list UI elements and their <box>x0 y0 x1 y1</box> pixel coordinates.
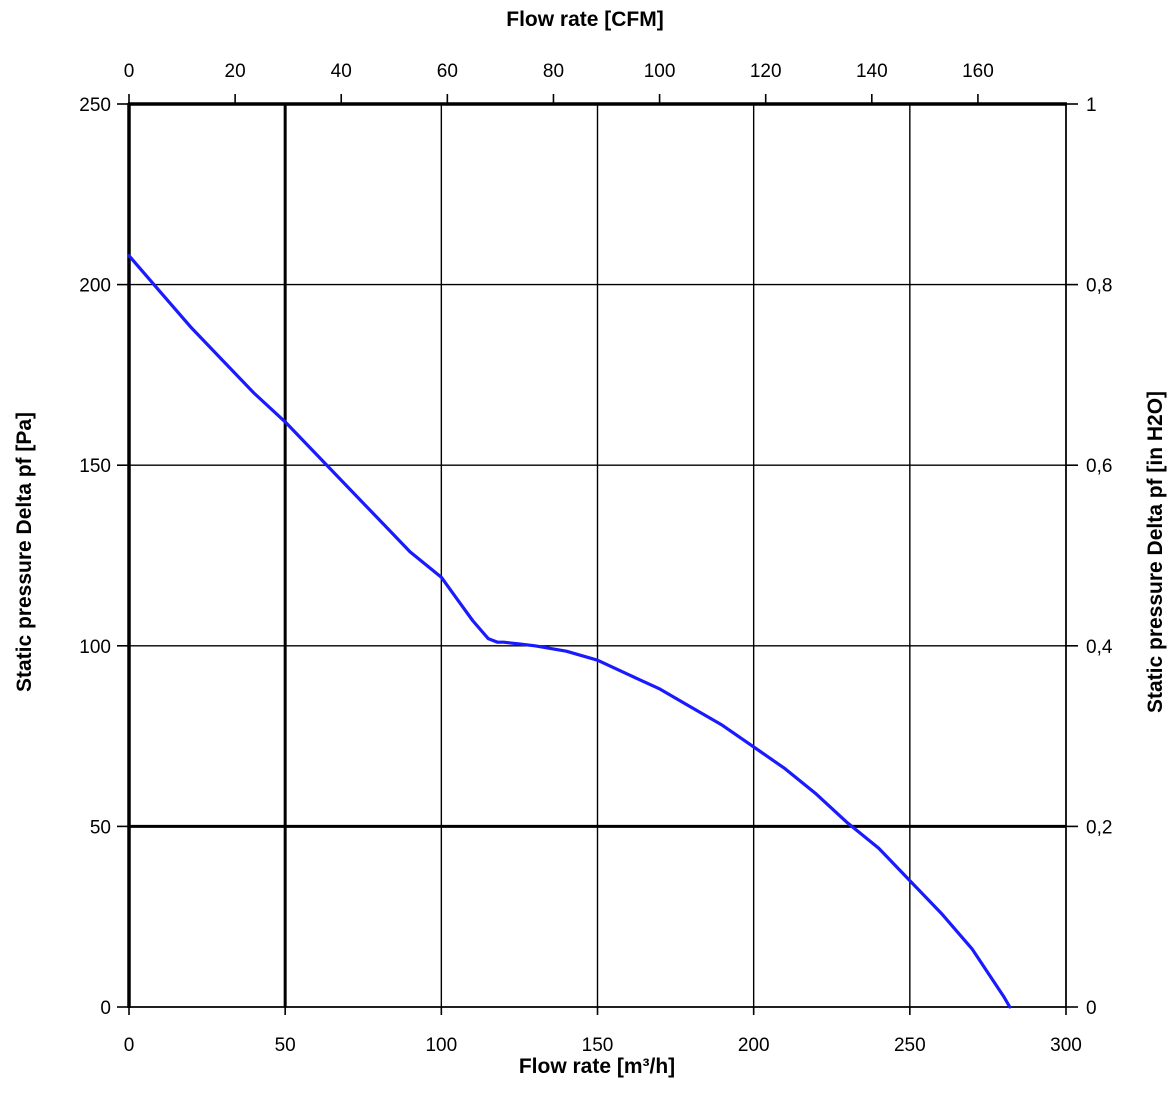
top-x-tick-label: 80 <box>543 61 564 82</box>
x-tick-label: 150 <box>582 1035 614 1056</box>
right-y-tick-label: 0,8 <box>1086 276 1112 297</box>
y-tick-label: 0 <box>100 998 111 1019</box>
y-tick-label: 200 <box>79 276 111 297</box>
x-axis-title: Flow rate [m³/h] <box>519 1055 675 1078</box>
top-x-tick-label: 0 <box>124 61 135 82</box>
top-x-tick-label: 60 <box>437 61 458 82</box>
top-x-tick-label: 20 <box>225 61 246 82</box>
top-x-tick-label: 120 <box>750 61 782 82</box>
y-axis-title: Static pressure Delta pf [Pa] <box>13 412 36 692</box>
right-y-tick-label: 0,2 <box>1086 817 1112 838</box>
right-y-tick-label: 0,6 <box>1086 456 1112 477</box>
x-tick-label: 50 <box>275 1035 296 1056</box>
right-y-tick-label: 1 <box>1086 95 1097 116</box>
y-tick-label: 150 <box>79 456 111 477</box>
right-y-tick-label: 0 <box>1086 998 1097 1019</box>
y-tick-label: 250 <box>79 95 111 116</box>
y-tick-label: 50 <box>90 817 111 838</box>
top-x-tick-label: 160 <box>962 61 994 82</box>
right-y-tick-label: 0,4 <box>1086 637 1113 658</box>
top-x-tick-label: 100 <box>644 61 676 82</box>
x-tick-label: 250 <box>894 1035 926 1056</box>
top-x-tick-label: 140 <box>856 61 888 82</box>
x-tick-label: 300 <box>1050 1035 1082 1056</box>
y-tick-label: 100 <box>79 637 111 658</box>
x-tick-label: 100 <box>425 1035 457 1056</box>
x-tick-label: 0 <box>124 1035 135 1056</box>
x-tick-label: 200 <box>738 1035 770 1056</box>
grid-layer <box>127 102 1067 1008</box>
top-x-tick-label: 40 <box>331 61 352 82</box>
series-layer <box>127 254 1012 1009</box>
right-y-axis-title: Static pressure Delta pf [in H2O] <box>1144 391 1167 713</box>
top-x-axis-title: Flow rate [CFM] <box>506 8 664 31</box>
series-line <box>127 254 1012 1009</box>
